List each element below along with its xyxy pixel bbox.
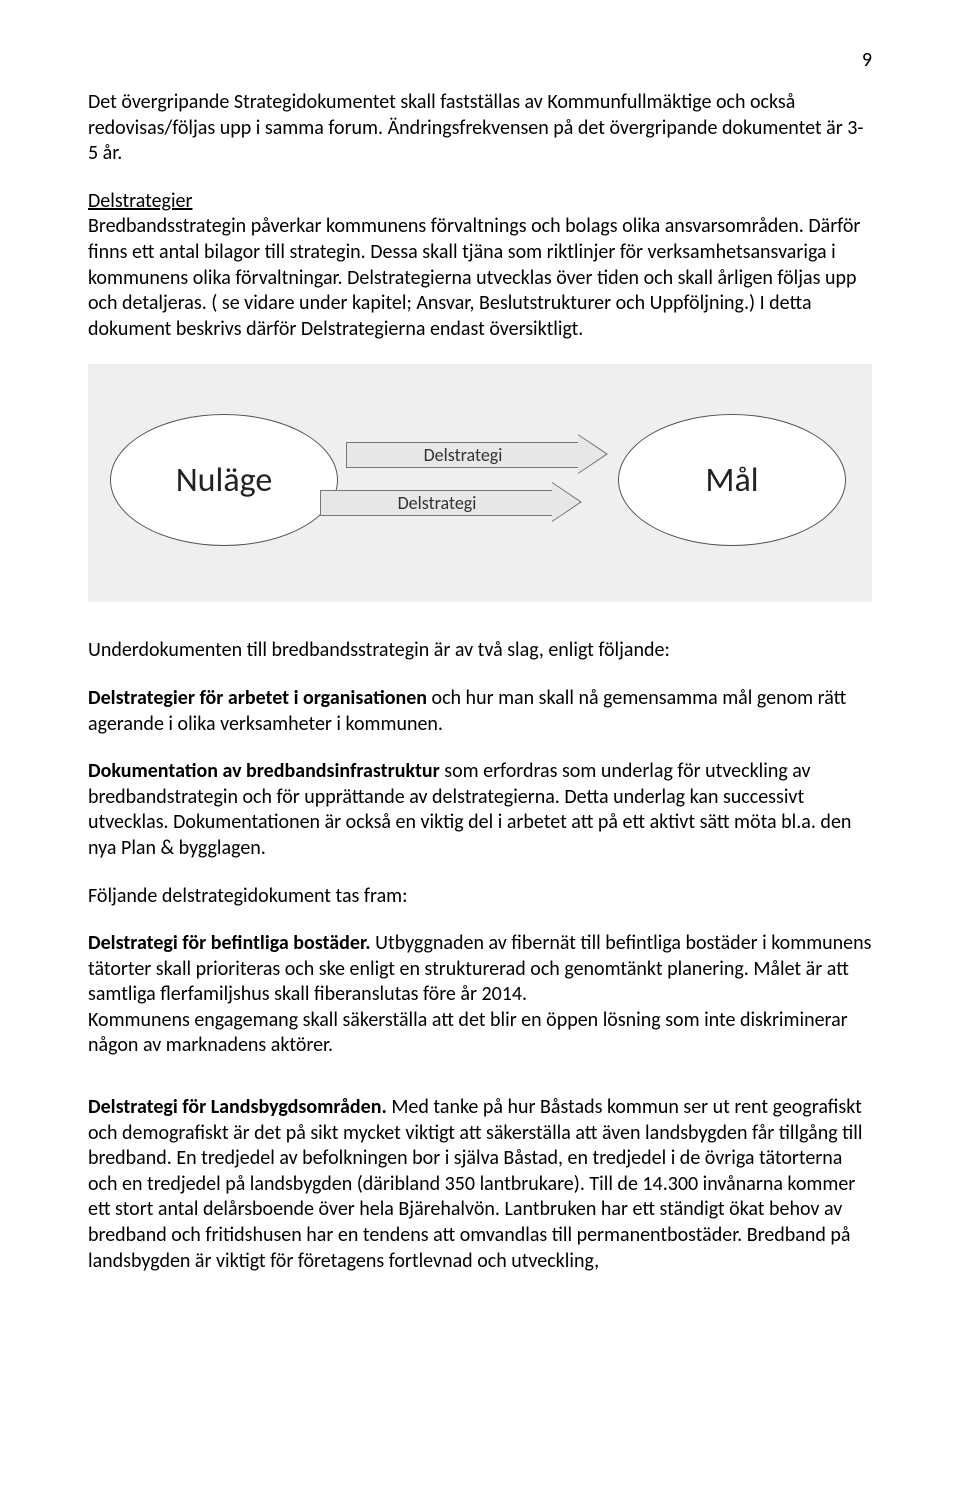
befintliga-extra: Kommunens engagemang skall säkerställa a… xyxy=(88,1008,848,1058)
paragraph-delstrategier-org: Delstrategier för arbetet i organisation… xyxy=(88,686,872,737)
rest-landsbygd: Med tanke på hur Båstads kommun ser ut r… xyxy=(88,1095,862,1273)
document-page: 9 Det övergripande Strategidokumentet sk… xyxy=(0,0,960,1336)
paragraph-intro: Det övergripande Strategidokumentet skal… xyxy=(88,90,872,167)
diagram-arrow-2: Delstrategi xyxy=(320,482,612,522)
lead-dokumentation: Dokumentation av bredbandsinfrastruktur xyxy=(88,759,440,783)
arrow-head-icon xyxy=(552,482,582,522)
strategy-diagram: Nuläge Delstrategi Delstrategi Mål xyxy=(88,364,872,602)
diagram-arrows: Delstrategi Delstrategi xyxy=(346,434,612,530)
paragraph-dokumentation: Dokumentation av bredbandsinfrastruktur … xyxy=(88,759,872,861)
diagram-node-mal: Mål xyxy=(618,414,846,546)
lead-befintliga: Delstrategi för befintliga bostäder. xyxy=(88,931,371,955)
paragraph-delstrategier: Delstrategier Bredbandsstrategin påverka… xyxy=(88,189,872,343)
arrow-head-icon xyxy=(578,434,608,474)
diagram-node-nulage: Nuläge xyxy=(110,414,338,546)
delstrategier-body: Bredbandsstrategin påverkar kommunens fö… xyxy=(88,214,860,340)
delstrategier-heading: Delstrategier xyxy=(88,189,192,213)
paragraph-befintliga: Delstrategi för befintliga bostäder. Utb… xyxy=(88,931,872,1059)
paragraph-landsbygd: Delstrategi för Landsbygdsområden. Med t… xyxy=(88,1095,872,1274)
arrow-label-1: Delstrategi xyxy=(346,442,579,468)
paragraph-underdokument: Underdokumenten till bredbandsstrategin … xyxy=(88,638,872,664)
arrow-label-2: Delstrategi xyxy=(320,490,553,516)
lead-delstrategier-org: Delstrategier för arbetet i organisation… xyxy=(88,686,427,710)
diagram-arrow-1: Delstrategi xyxy=(346,434,612,474)
paragraph-foljande: Följande delstrategidokument tas fram: xyxy=(88,884,872,910)
page-number: 9 xyxy=(88,48,872,72)
lead-landsbygd: Delstrategi för Landsbygdsområden. xyxy=(88,1095,387,1119)
